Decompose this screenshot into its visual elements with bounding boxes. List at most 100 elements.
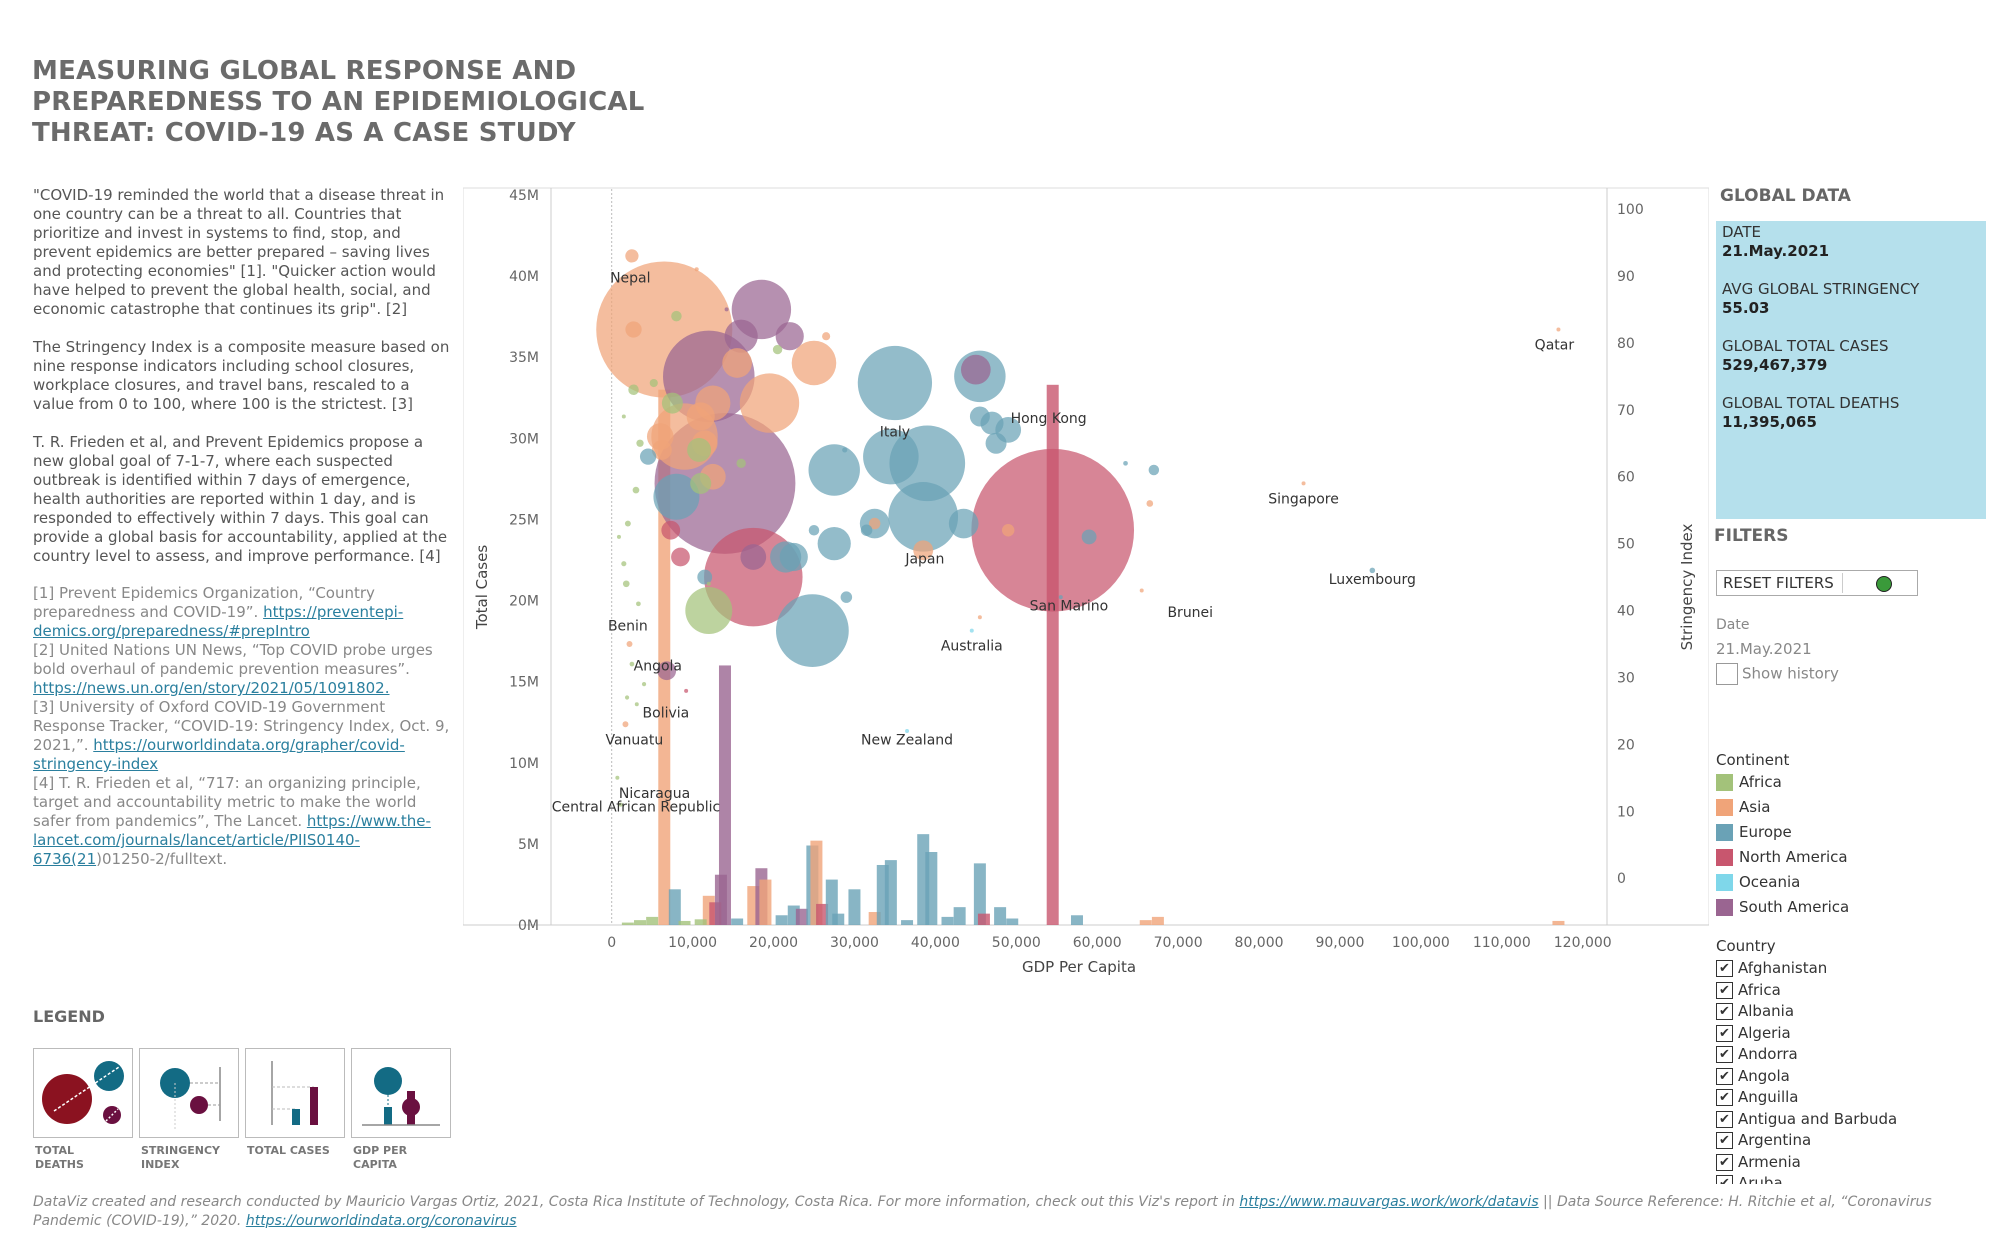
bubble-country[interactable] — [1556, 327, 1561, 332]
bubble-country[interactable] — [649, 378, 658, 388]
bubble-country[interactable] — [960, 354, 991, 385]
bar-total-cases[interactable] — [832, 913, 845, 925]
checkbox-checked-icon[interactable]: ✔ — [1716, 1024, 1733, 1042]
bubble-country[interactable] — [653, 473, 700, 520]
bubble-country[interactable] — [775, 594, 849, 667]
footer-link[interactable]: https://ourworldindata.org/coronavirus — [245, 1213, 517, 1229]
checkbox-checked-icon[interactable]: ✔ — [1716, 1132, 1733, 1149]
bubble-country[interactable] — [1001, 524, 1015, 537]
continent-item[interactable]: South America — [1716, 898, 1849, 916]
bar-total-cases[interactable] — [953, 907, 966, 925]
bubble-country[interactable] — [626, 641, 633, 647]
bubble-country[interactable] — [671, 310, 682, 322]
bubble-country[interactable] — [969, 628, 974, 633]
bar-total-cases[interactable] — [634, 920, 647, 925]
bar-total-cases[interactable] — [973, 863, 986, 925]
bar-total-cases[interactable] — [621, 922, 634, 925]
bar-total-cases[interactable] — [901, 920, 914, 925]
bubble-country[interactable] — [671, 547, 690, 567]
bubble-country[interactable] — [808, 524, 820, 536]
bar-total-cases[interactable] — [1139, 920, 1152, 925]
reference-link[interactable]: https://preventepi-demics.org/preparedne… — [33, 603, 404, 640]
bubble-country[interactable] — [624, 695, 630, 700]
reference-link[interactable]: https://www.the-lancet.com/journals/lanc… — [33, 812, 431, 868]
bubble-country[interactable] — [842, 447, 848, 453]
bubble-country[interactable] — [740, 544, 767, 570]
bar-total-cases[interactable] — [977, 913, 990, 925]
bubble-country[interactable] — [634, 702, 639, 707]
country-filter-list[interactable]: ✔ Afghanistan ✔ Africa ✔ Albania ✔ Algeria ✔ Ando… — [1716, 958, 1986, 1184]
bar-total-cases[interactable] — [718, 665, 731, 925]
bubble-country[interactable] — [822, 332, 831, 341]
bubble-country[interactable] — [618, 802, 623, 807]
bubble-country[interactable] — [632, 486, 640, 494]
checkbox-checked-icon[interactable]: ✔ — [1716, 960, 1733, 977]
checkbox-checked-icon[interactable]: ✔ — [1716, 1110, 1733, 1128]
bar-total-cases[interactable] — [775, 915, 788, 925]
date-filter-value[interactable]: 21.May.2021 — [1716, 640, 1812, 658]
bubble-country[interactable] — [629, 661, 635, 667]
bar-total-cases[interactable] — [668, 889, 681, 925]
checkbox-checked-icon[interactable]: ✔ — [1716, 1175, 1733, 1184]
bubble-country[interactable] — [736, 458, 746, 469]
bubble-country[interactable] — [636, 601, 641, 607]
country-item[interactable]: ✔ Africa — [1716, 980, 1986, 1002]
checkbox-checked-icon[interactable]: ✔ — [1716, 1046, 1733, 1063]
bubble-country[interactable] — [622, 721, 629, 728]
bubble-country[interactable] — [888, 482, 959, 552]
bubble-country[interactable] — [641, 682, 647, 687]
bubble-country[interactable] — [628, 384, 639, 395]
bar-total-cases[interactable] — [678, 920, 691, 925]
bar-total-cases[interactable] — [731, 918, 744, 925]
bubble-country[interactable] — [625, 249, 639, 263]
country-item[interactable]: ✔ Antigua and Barbuda — [1716, 1109, 1986, 1131]
country-item[interactable]: ✔ Aruba — [1716, 1173, 1986, 1184]
bar-total-cases[interactable] — [884, 860, 897, 925]
bar-total-cases[interactable] — [759, 879, 772, 925]
bubble-country[interactable] — [651, 439, 672, 460]
bubble-country[interactable] — [775, 322, 804, 351]
country-item[interactable]: ✔ Angola — [1716, 1066, 1986, 1088]
show-history-toggle[interactable]: Show history — [1716, 663, 1839, 685]
bubble-country[interactable] — [1301, 481, 1306, 486]
continent-item[interactable]: Oceania — [1716, 873, 1800, 891]
bubble-country[interactable] — [1148, 464, 1160, 476]
continent-item[interactable]: Africa — [1716, 773, 1782, 791]
reset-filters-button[interactable]: RESET FILTERS — [1716, 570, 1918, 596]
bubble-country[interactable] — [690, 472, 712, 494]
bar-total-cases[interactable] — [825, 879, 838, 925]
bubble-country[interactable] — [808, 444, 860, 496]
bubble-country[interactable] — [779, 542, 808, 572]
bubble-country[interactable] — [694, 267, 699, 272]
bubble-country[interactable] — [1139, 588, 1144, 593]
bubble-country[interactable] — [661, 392, 683, 414]
bar-total-cases[interactable] — [994, 907, 1007, 925]
bubble-country[interactable] — [615, 775, 620, 780]
bubble-country[interactable] — [616, 534, 621, 539]
bubble-country[interactable] — [1369, 567, 1376, 574]
checkbox-checked-icon[interactable]: ✔ — [1716, 1067, 1733, 1085]
bubble-country[interactable] — [948, 508, 979, 539]
bubble-country[interactable] — [639, 448, 657, 465]
bar-total-cases[interactable] — [1070, 915, 1083, 925]
bubble-country[interactable] — [1123, 460, 1128, 466]
bubble-country[interactable] — [621, 414, 626, 419]
bubble-country[interactable] — [971, 448, 1135, 612]
bar-total-cases[interactable] — [848, 889, 861, 925]
bubble-country[interactable] — [661, 520, 681, 540]
country-item[interactable]: ✔ Albania — [1716, 1001, 1986, 1023]
bubble-country[interactable] — [817, 527, 851, 561]
continent-item[interactable]: Asia — [1716, 798, 1770, 816]
bar-total-cases[interactable] — [816, 903, 829, 925]
bubble-country[interactable] — [657, 661, 677, 681]
checkbox-checked-icon[interactable]: ✔ — [1716, 1089, 1733, 1106]
bubble-country[interactable] — [622, 580, 630, 588]
bubble-country[interactable] — [868, 517, 881, 530]
bar-total-cases[interactable] — [1552, 920, 1565, 925]
checkbox-checked-icon[interactable]: ✔ — [1716, 1153, 1733, 1171]
country-item[interactable]: ✔ Algeria — [1716, 1023, 1986, 1045]
bubble-country[interactable] — [724, 307, 729, 312]
checkbox-checked-icon[interactable]: ✔ — [1716, 981, 1733, 999]
bubble-country[interactable] — [905, 728, 910, 733]
footer-link[interactable]: https://www.mauvargas.work/work/datavis — [1239, 1194, 1539, 1210]
